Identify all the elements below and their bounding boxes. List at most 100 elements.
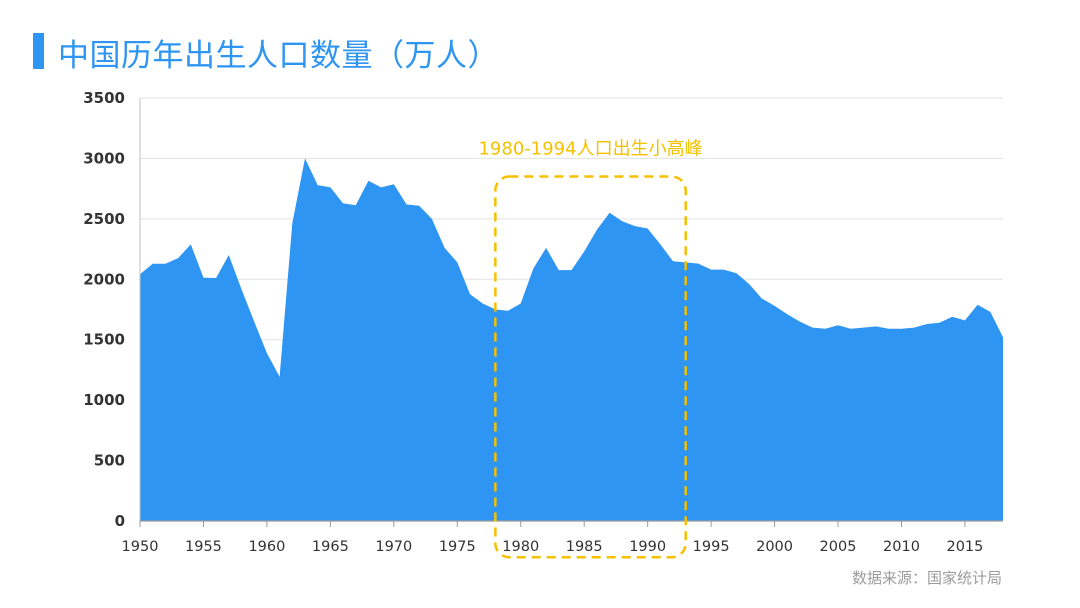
data-point [240,288,242,290]
data-point [786,313,788,315]
data-point [773,305,775,307]
x-tick-label: 2000 [756,539,793,555]
data-point [469,293,471,295]
data-point [735,272,737,274]
data-point [900,328,902,330]
x-tick-label: 2015 [946,539,983,555]
data-point [355,204,357,206]
title-accent-bar [33,33,44,69]
x-tick-label: 2010 [883,539,920,555]
data-point [532,267,534,269]
data-point [367,180,369,182]
data-point [431,218,433,220]
data-point [938,322,940,324]
area-series [140,157,1004,521]
data-point [659,243,661,245]
data-point [291,222,293,224]
data-point [583,250,585,252]
data-point [989,311,991,313]
data-point [824,328,826,330]
data-point [596,229,598,231]
data-point [837,324,839,326]
data-point [342,202,344,204]
data-point [393,183,395,185]
x-tick-label: 1975 [439,539,476,555]
data-point [266,352,268,354]
data-point [976,303,978,305]
axes [139,98,1003,522]
data-point [926,323,928,325]
data-point [520,302,522,304]
annotation-label: 1980-1994人口出生小高峰 [478,139,702,160]
x-tick-label: 1965 [312,539,349,555]
data-point [1002,336,1004,338]
data-point [964,319,966,321]
x-tick-label: 1985 [566,539,603,555]
data-point [253,320,255,322]
data-point [697,262,699,264]
data-point [570,269,572,271]
data-point [710,268,712,270]
x-tick-label: 1980 [502,539,539,555]
data-point [634,225,636,227]
data-point [951,316,953,318]
data-point [278,375,280,377]
x-tick-label: 2005 [820,539,857,555]
data-point [151,263,153,265]
data-point [862,326,864,328]
data-point [748,283,750,285]
data-point [380,186,382,188]
x-tick-label: 1970 [375,539,412,555]
x-axis-ticks: 1950 1955 1960 1965 1970 1975 1980 1985 1990 1995… [122,521,983,555]
data-point [507,310,509,312]
data-point [672,260,674,262]
y-tick-label: 2500 [83,210,125,228]
x-tick-label: 1960 [248,539,285,555]
source-note: 数据来源：国家统计局 [851,569,1002,587]
data-point [545,247,547,249]
data-point [875,325,877,327]
y-tick-label: 3000 [83,149,125,167]
y-tick-label: 3500 [83,89,125,107]
data-point [799,320,801,322]
data-point [190,243,192,245]
data-point [646,227,648,229]
x-tick-label: 1955 [185,539,222,555]
chart-title: 中国历年出生人口数量（万人） [58,38,499,74]
y-tick-label: 1500 [83,331,125,349]
highlight-box [494,175,687,559]
data-point [621,220,623,222]
y-axis-ticks: 0 500 1000 1500 2000 2500 3000 3500 [83,89,125,530]
x-tick-label: 1995 [693,539,730,555]
y-tick-label: 0 [115,512,125,530]
data-point [811,326,813,328]
data-point [405,203,407,205]
y-tick-label: 2000 [83,270,125,288]
data-point [177,257,179,259]
y-tick-label: 500 [94,452,125,470]
data-point [761,297,763,299]
data-point [316,184,318,186]
area-fill [140,158,1003,521]
data-point [329,186,331,188]
data-point [164,263,166,265]
data-point [850,328,852,330]
data-point [202,277,204,279]
data-point [723,268,725,270]
data-point [304,157,306,159]
y-tick-label: 1000 [83,391,125,409]
data-point [228,254,230,256]
data-point [608,212,610,214]
data-point [443,247,445,249]
annotations: 1980-1994人口出生小高峰 [478,139,703,559]
data-point [481,302,483,304]
x-tick-label: 1990 [629,539,666,555]
x-tick-label: 1950 [122,539,159,555]
data-point [888,328,890,330]
data-point [558,269,560,271]
data-point [456,261,458,263]
data-point [215,277,217,279]
data-point [418,205,420,207]
